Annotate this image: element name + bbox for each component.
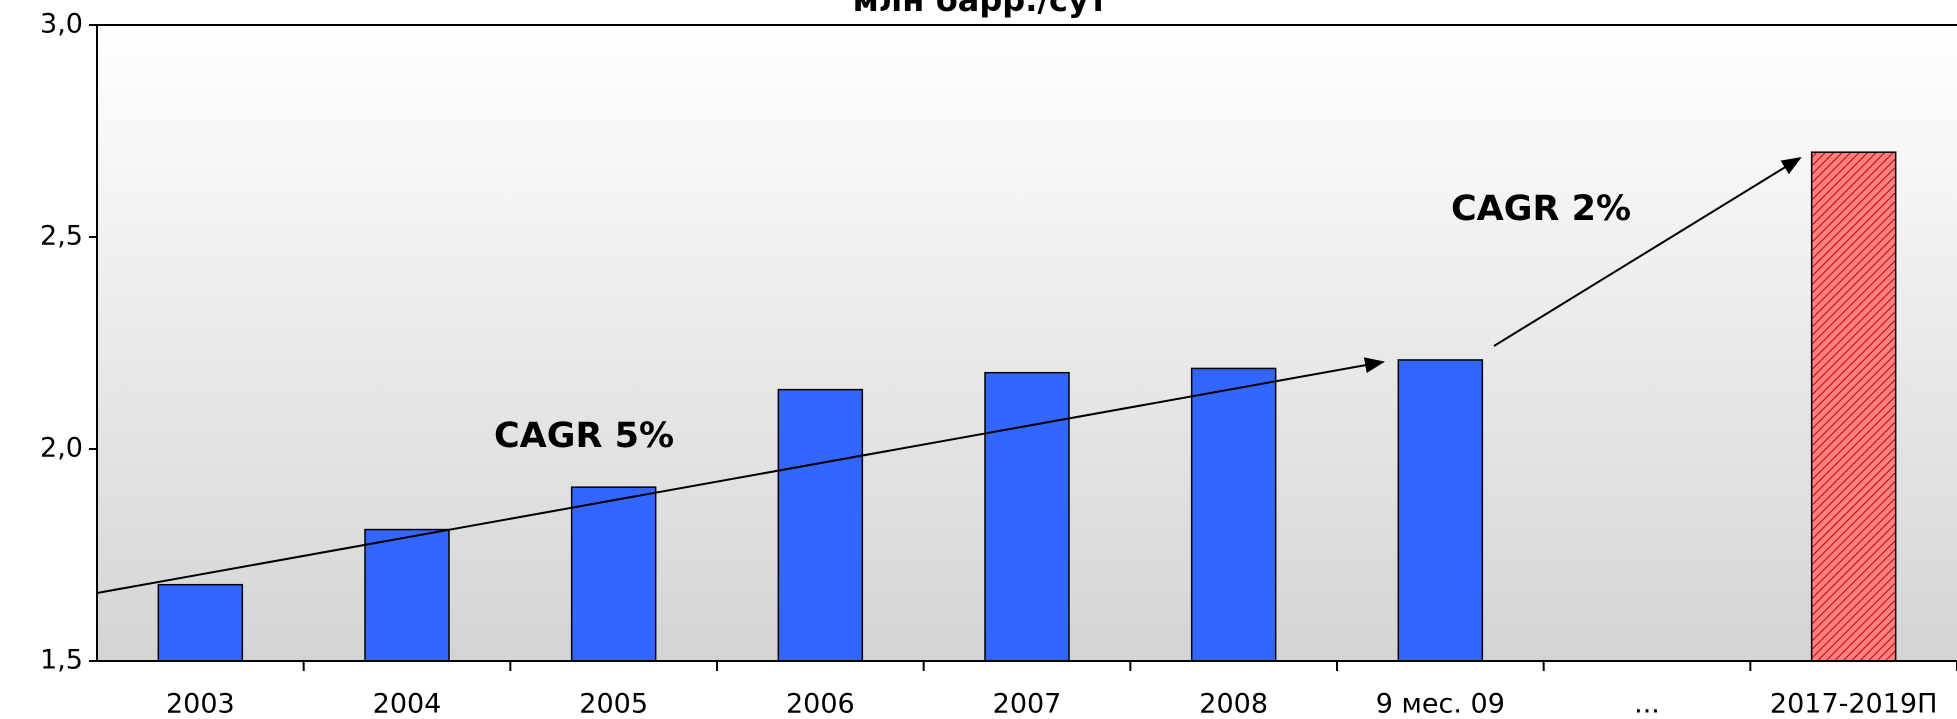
x-tick-label: 2004	[373, 689, 442, 719]
y-tick-label: 1,5	[40, 645, 83, 676]
y-tick-label: 2,5	[40, 221, 83, 252]
bar	[984, 371, 1070, 662]
chart-title: млн барр./сут	[853, 0, 1108, 19]
y-tick-label: 3,0	[40, 9, 83, 40]
bar	[777, 388, 864, 662]
x-tick-label: ...	[1634, 689, 1660, 719]
bar	[157, 583, 244, 662]
x-tick-label: 2005	[579, 689, 648, 719]
y-tick-label: 2,0	[40, 433, 83, 464]
annotation: CAGR 5%	[494, 416, 674, 456]
bar	[1190, 367, 1277, 662]
x-tick-label: 2017-2019П	[1770, 689, 1937, 719]
x-tick-label: 2003	[166, 689, 235, 719]
bar	[570, 486, 657, 662]
bar	[1397, 359, 1484, 662]
bar	[364, 528, 450, 662]
x-tick-label: 2007	[993, 689, 1062, 719]
annotation: CAGR 2%	[1451, 189, 1631, 229]
x-tick-label: 2008	[1199, 689, 1268, 719]
bar	[1810, 151, 1897, 662]
x-tick-label: 2006	[786, 689, 855, 719]
trend-arrow	[96, 357, 1385, 594]
trend-arrow	[1493, 156, 1802, 347]
x-tick-label: 9 мес. 09	[1376, 689, 1505, 719]
